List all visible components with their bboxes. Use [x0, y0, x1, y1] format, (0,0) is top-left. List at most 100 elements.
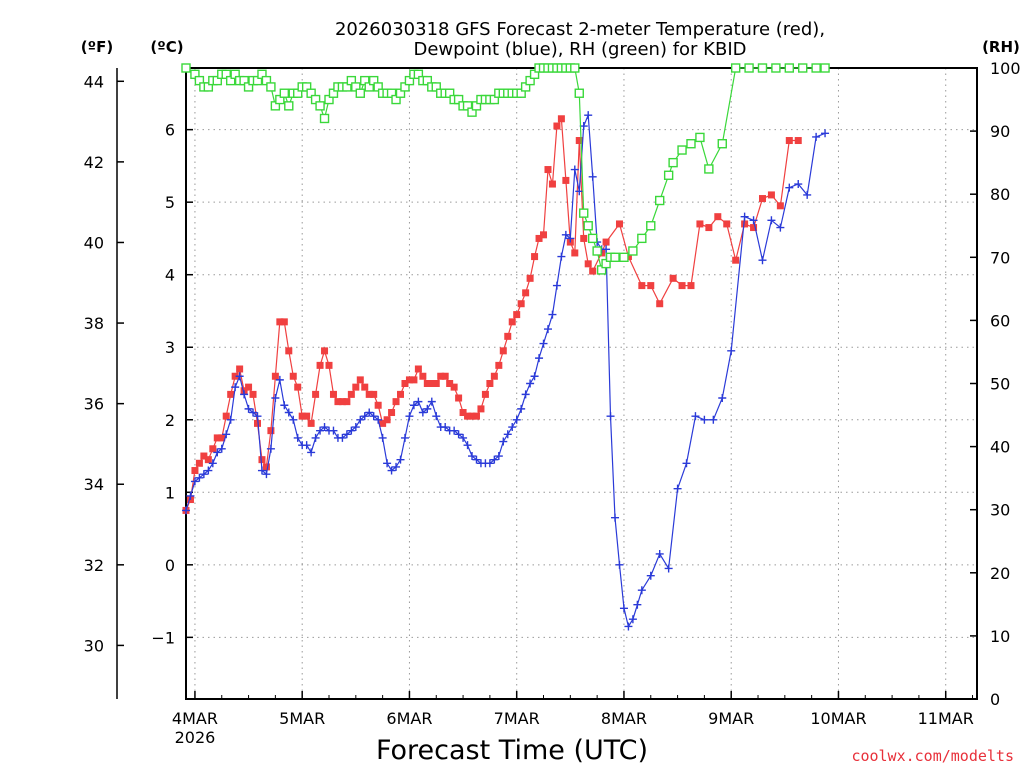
rh-point — [646, 221, 656, 231]
rh-point — [717, 139, 727, 149]
temperature-point — [352, 383, 360, 391]
celsius-axis: −1 0 1 2 3 4 5 6 — [151, 121, 193, 647]
dewpoint-point — [588, 172, 597, 181]
dewpoint-point — [517, 404, 526, 413]
dewpoint-point — [490, 455, 499, 464]
dewpoint-point — [338, 433, 347, 442]
dewpoint-point — [539, 339, 548, 348]
temperature-point — [455, 394, 463, 402]
temperature-point — [316, 361, 324, 369]
rh-point — [668, 157, 678, 168]
time-tick-label: 9MAR — [708, 709, 754, 728]
celsius-tick-label: 0 — [165, 556, 175, 575]
rh-point — [319, 113, 330, 124]
dewpoint-point — [691, 412, 700, 421]
temperature-point — [222, 412, 230, 420]
dewpoint-point — [499, 437, 508, 446]
temperature-point — [271, 372, 279, 380]
rh-tick-label: 70 — [990, 248, 1010, 267]
temperature-point — [750, 224, 758, 232]
temperature-point — [419, 372, 427, 380]
rh-point — [637, 233, 647, 244]
temperature-point — [338, 398, 346, 406]
temperature-point — [678, 282, 686, 290]
dewpoint-point — [503, 430, 512, 439]
dewpoint-point — [356, 415, 365, 424]
dewpoint-point — [360, 412, 369, 421]
dewpoint-point — [213, 448, 222, 457]
dewpoint-point — [351, 423, 360, 432]
rh-point — [592, 246, 602, 256]
dewpoint-point — [494, 452, 503, 461]
temperature-point — [472, 412, 480, 420]
dewpoint-point — [235, 372, 244, 381]
temperature-point — [490, 372, 498, 380]
dewpoint-point — [280, 401, 289, 410]
temperature-point — [204, 456, 212, 464]
temperature-point — [495, 361, 503, 369]
dewpoint-point — [383, 459, 392, 468]
temperature-point — [531, 253, 539, 261]
dewpoint-point — [226, 415, 235, 424]
dewpoint-point — [611, 513, 620, 522]
dewpoint-point — [548, 310, 557, 319]
temperature-point — [365, 390, 373, 398]
dewpoint-point — [266, 444, 275, 453]
time-tick-label: 10MAR — [810, 709, 866, 728]
dewpoint-point — [387, 466, 396, 475]
dewpoint-point — [320, 423, 329, 432]
temperature-point — [343, 398, 351, 406]
temperature-point — [513, 311, 521, 319]
dewpoint-point — [275, 375, 284, 384]
fahrenheit-tick-label: 32 — [84, 556, 104, 575]
temperature-point — [571, 249, 579, 257]
rh-unit-label: (RH) — [982, 38, 1020, 56]
fahrenheit-tick-label: 34 — [84, 475, 104, 494]
temperature-point — [209, 445, 217, 453]
temperature-point — [468, 412, 476, 420]
series-layer — [181, 63, 830, 631]
temperature-point — [294, 383, 302, 391]
dewpoint-point — [347, 426, 356, 435]
dewpoint-point — [709, 415, 718, 424]
dewpoint-point — [186, 491, 195, 500]
temperature-point — [767, 191, 775, 199]
dewpoint-point — [655, 549, 664, 558]
dewpoint-point — [253, 412, 262, 421]
temperature-point — [758, 195, 766, 203]
temperature-point — [280, 318, 288, 326]
temperature-point — [303, 412, 311, 420]
temperature-point — [548, 180, 556, 188]
temperature-point — [517, 300, 525, 308]
temperature-point — [227, 390, 235, 398]
celsius-unit-label: (ºC) — [150, 38, 183, 56]
celsius-tick-label: 5 — [165, 193, 175, 212]
rh-point — [757, 63, 768, 73]
dewpoint-point — [302, 441, 311, 450]
dewpoint-point — [182, 506, 190, 515]
rh-point — [583, 221, 593, 231]
rh-point — [704, 164, 714, 174]
rh-point — [181, 63, 191, 73]
dewpoint-point — [374, 415, 383, 424]
rh-point — [619, 252, 629, 263]
temperature-point — [615, 220, 623, 228]
rh-tick-label: 80 — [990, 185, 1010, 204]
dewpoint-point — [423, 404, 432, 413]
temperature-point — [557, 115, 565, 123]
temperature-point — [732, 256, 740, 264]
dewpoint-point — [231, 383, 240, 392]
dewpoint-point — [405, 412, 414, 421]
dewpoint-point — [682, 459, 691, 468]
dewpoint-point — [570, 165, 579, 174]
temperature-point — [723, 220, 731, 228]
rh-tick-label: 60 — [990, 311, 1010, 330]
dewpoint-point — [557, 252, 566, 261]
dewpoint-point — [624, 622, 633, 631]
rh-point — [686, 139, 696, 149]
dewpoint-point — [311, 433, 320, 442]
temperature-point — [191, 467, 199, 475]
dewpoint-point — [508, 423, 517, 432]
rh-point — [663, 170, 674, 180]
